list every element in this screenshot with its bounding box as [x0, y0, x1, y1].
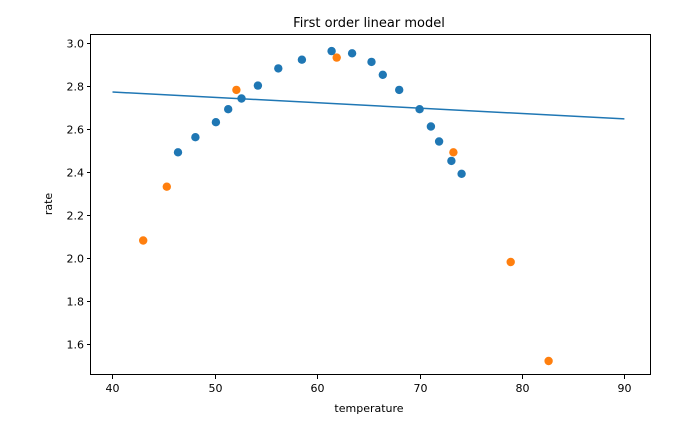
plot-area — [112, 46, 625, 366]
data-point — [434, 137, 444, 146]
data-point — [544, 356, 553, 366]
x-axis: 40 50 60 70 80 90 — [106, 375, 632, 395]
x-tick-label: 60 — [311, 382, 325, 395]
data-point — [395, 85, 404, 95]
data-point — [211, 118, 221, 127]
data-point — [274, 64, 283, 73]
y-tick-label: 2.0 — [67, 253, 85, 266]
x-tick-label: 50 — [209, 382, 223, 395]
x-tick-label: 90 — [618, 382, 632, 395]
data-point — [224, 105, 233, 114]
data-point — [449, 148, 458, 157]
data-point — [447, 156, 456, 166]
data-point — [173, 148, 183, 157]
x-tick-label: 70 — [414, 382, 428, 395]
x-axis-label: temperature — [334, 402, 403, 415]
data-point — [191, 133, 200, 142]
data-point — [347, 49, 357, 58]
data-point — [332, 53, 341, 62]
data-point — [232, 85, 241, 95]
x-tick-label: 40 — [106, 382, 120, 395]
x-tick-label: 80 — [516, 382, 530, 395]
data-point — [162, 182, 171, 191]
fit-line — [112, 91, 625, 120]
data-point — [253, 81, 263, 90]
y-axis: 1.6 1.8 2.0 2.2 2.4 2.6 2.8 3.0 — [67, 38, 91, 352]
data-point — [415, 105, 424, 114]
y-tick-label: 1.8 — [67, 296, 85, 309]
data-point — [426, 122, 436, 131]
data-point — [506, 257, 515, 267]
y-tick-label: 2.2 — [67, 210, 85, 223]
y-axis-label: rate — [42, 193, 55, 216]
data-point — [457, 169, 466, 178]
y-tick-label: 2.4 — [67, 167, 85, 180]
data-point — [297, 55, 307, 64]
y-tick-label: 3.0 — [67, 38, 85, 51]
y-tick-label: 2.8 — [67, 81, 85, 94]
plot-frame — [90, 34, 651, 375]
data-point — [139, 236, 148, 245]
data-point — [327, 46, 336, 56]
chart-title: First order linear model — [293, 16, 445, 31]
y-tick-label: 2.6 — [67, 124, 85, 137]
data-point — [367, 57, 376, 67]
y-tick-label: 1.6 — [67, 339, 85, 352]
data-point — [378, 70, 387, 80]
